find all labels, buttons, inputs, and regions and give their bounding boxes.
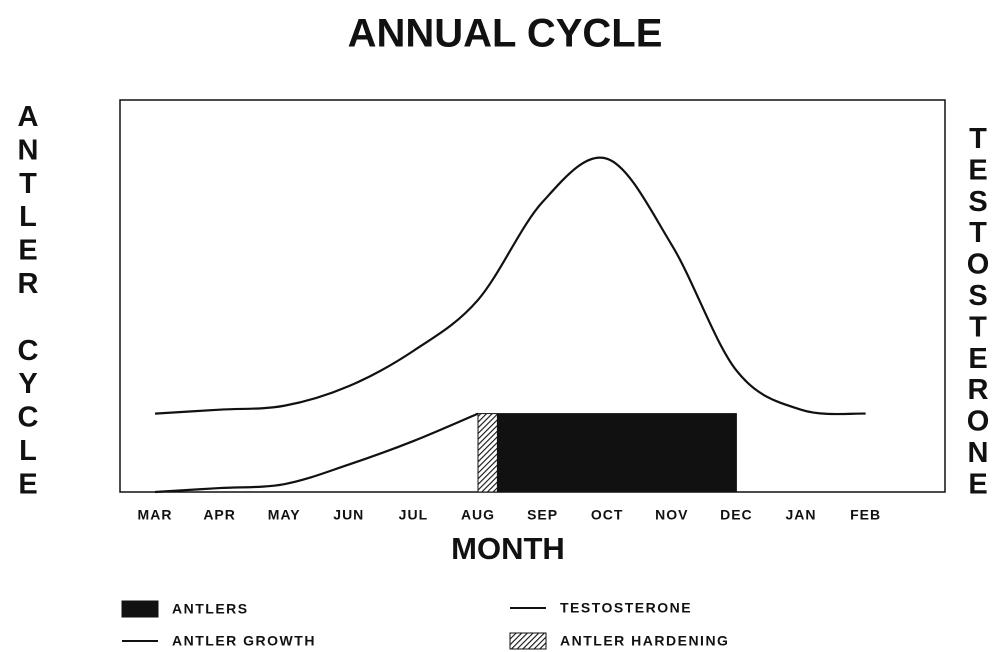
legend-label: ANTLER HARDENING — [560, 633, 729, 649]
x-tick-label: OCT — [591, 507, 624, 523]
x-tick-label: SEP — [527, 507, 558, 523]
x-tick-label: DEC — [720, 507, 753, 523]
x-axis-title: MONTH — [451, 531, 565, 566]
x-tick-label: AUG — [461, 507, 495, 523]
legend-label: TESTOSTERONE — [560, 600, 692, 616]
line — [154, 412, 479, 494]
x-tick-label: FEB — [850, 507, 881, 523]
legend-label: ANTLER GROWTH — [172, 633, 316, 649]
legend-swatch — [509, 632, 547, 650]
line — [154, 156, 866, 416]
legend-label: ANTLERS — [172, 601, 249, 617]
chart-title: ANNUAL CYCLE — [348, 12, 663, 56]
span-bar — [496, 413, 737, 493]
legend-swatch — [121, 600, 159, 618]
x-tick-label: MAY — [268, 507, 301, 523]
x-tick-label: JUL — [399, 507, 428, 523]
x-tick-label: NOV — [655, 507, 688, 523]
x-tick-label: JAN — [785, 507, 816, 523]
x-tick-label: APR — [203, 507, 236, 523]
span-bar — [477, 413, 498, 493]
x-tick-label: MAR — [138, 507, 173, 523]
x-tick-label: JUN — [333, 507, 364, 523]
